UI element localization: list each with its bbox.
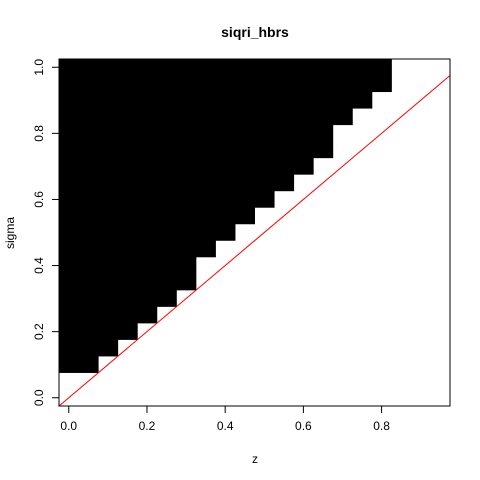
region-column-13 bbox=[332, 59, 353, 126]
x-tick-label: 0.2 bbox=[139, 419, 156, 433]
region-column-12 bbox=[313, 59, 334, 159]
y-tick-label: 0.6 bbox=[32, 191, 46, 208]
y-axis-label: sigma bbox=[3, 217, 17, 249]
region-column-1 bbox=[98, 59, 119, 357]
y-tick-label: 0.8 bbox=[32, 125, 46, 142]
y-axis: 0.0 0.2 0.4 0.6 0.8 1.0 bbox=[32, 59, 60, 406]
reference-line-layer bbox=[58, 75, 451, 407]
x-axis: 0.0 0.2 0.4 0.6 0.8 bbox=[60, 405, 390, 433]
x-tick-label: 0.0 bbox=[60, 419, 77, 433]
y-tick-label: 1.0 bbox=[32, 59, 46, 76]
reference-line bbox=[58, 75, 451, 407]
region-column-8 bbox=[234, 59, 255, 225]
region-column-6 bbox=[195, 59, 216, 258]
y-tick-label: 0.2 bbox=[32, 323, 46, 340]
chart-title: siqri_hbrs bbox=[221, 24, 289, 40]
region-column-3 bbox=[137, 59, 158, 324]
region-column-11 bbox=[293, 59, 314, 175]
x-tick-label: 0.8 bbox=[373, 419, 390, 433]
x-axis-label: z bbox=[252, 452, 258, 466]
y-tick-label: 0.0 bbox=[32, 389, 46, 406]
y-tick-label: 0.4 bbox=[32, 257, 46, 274]
x-tick-label: 0.6 bbox=[295, 419, 312, 433]
region-column-10 bbox=[274, 59, 295, 192]
region-column-2 bbox=[117, 59, 138, 340]
region-column-14 bbox=[352, 59, 373, 109]
region-column-9 bbox=[254, 59, 275, 208]
x-tick-label: 0.4 bbox=[217, 419, 234, 433]
region-column-7 bbox=[215, 59, 236, 241]
region-column-5 bbox=[176, 59, 197, 291]
region-column-4 bbox=[156, 59, 177, 307]
region-column-15 bbox=[371, 59, 392, 93]
region-column-0 bbox=[59, 59, 99, 373]
black-region bbox=[59, 59, 392, 373]
